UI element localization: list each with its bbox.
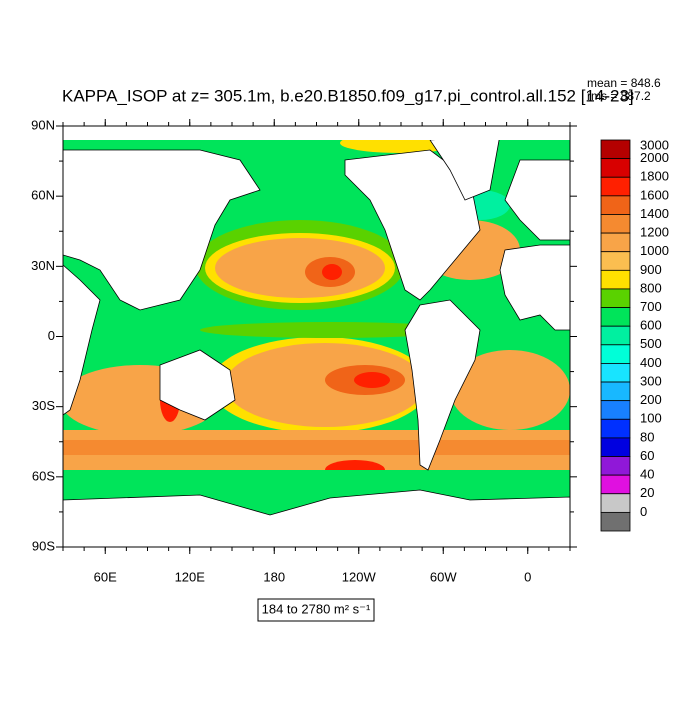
colorbar-label: 300	[640, 373, 662, 388]
colorbar-label: 500	[640, 336, 662, 351]
colorbar-box	[600, 232, 631, 253]
lon-label: 0	[524, 569, 531, 584]
colorbar-label: 400	[640, 355, 662, 370]
colorbar-label: 1600	[640, 187, 669, 202]
colorbar-box	[600, 176, 631, 197]
colorbar-label: 60	[640, 448, 654, 463]
colorbar-label: 40	[640, 467, 654, 482]
colorbar-box	[600, 437, 631, 457]
lat-label: 90N	[31, 117, 55, 132]
lat-label: 60S	[32, 468, 55, 483]
colorbar-box	[600, 400, 631, 420]
colorbar-box	[600, 344, 631, 364]
lat-label: 0	[48, 328, 55, 343]
lat-label: 60N	[31, 188, 55, 203]
colorbar-label: 1200	[640, 225, 669, 240]
colorbar-box	[600, 418, 631, 439]
colorbar-label: 80	[640, 429, 654, 444]
range-label: 184 to 2780 m² s⁻¹	[262, 601, 371, 616]
colorbar-label: 2000	[640, 150, 669, 165]
lon-label: 180	[263, 569, 285, 584]
colorbar-box	[600, 474, 631, 495]
colorbar-label: 900	[640, 262, 662, 277]
colorbar-box	[600, 139, 631, 160]
rms-stat: rms = 887.2	[587, 89, 651, 103]
colorbar-label: 1800	[640, 169, 669, 184]
colorbar-box	[600, 456, 631, 476]
colorbar-label: 0	[640, 504, 647, 519]
lat-label: 30S	[32, 398, 55, 413]
colorbar-box	[600, 363, 631, 383]
colorbar-label: 800	[640, 280, 662, 295]
colorbar-box	[600, 493, 631, 513]
colorbar-label: 1400	[640, 206, 669, 221]
lon-label: 60E	[94, 569, 117, 584]
colorbar-label: 100	[640, 411, 662, 426]
map-field	[62, 126, 571, 548]
colorbar-box	[600, 269, 631, 290]
lon-label: 120W	[342, 569, 377, 584]
colorbar-box	[600, 195, 631, 215]
colorbar-label: 1000	[640, 243, 669, 258]
lat-label: 30N	[31, 258, 55, 273]
colorbar-box	[600, 158, 631, 178]
lat-label: 90S	[32, 538, 55, 553]
lon-label: 120E	[175, 569, 206, 584]
colorbar-box	[600, 325, 631, 346]
colorbar-label: 600	[640, 318, 662, 333]
colorbar-label: 20	[640, 485, 654, 500]
colorbar-box	[600, 214, 631, 234]
colorbar-box	[600, 511, 631, 532]
colorbar-label: 700	[640, 299, 662, 314]
colorbar-box	[600, 307, 631, 327]
colorbar-box	[600, 381, 631, 402]
colorbar-label: 200	[640, 392, 662, 407]
lon-label: 60W	[430, 569, 457, 584]
title: KAPPA_ISOP at z= 305.1m, b.e20.B1850.f09…	[62, 86, 634, 105]
colorbar-label: 3000	[640, 137, 669, 152]
mean-stat: mean = 848.6	[587, 76, 661, 90]
range-box	[257, 598, 375, 622]
colorbar-box	[600, 288, 631, 308]
colorbar-box	[600, 251, 631, 271]
